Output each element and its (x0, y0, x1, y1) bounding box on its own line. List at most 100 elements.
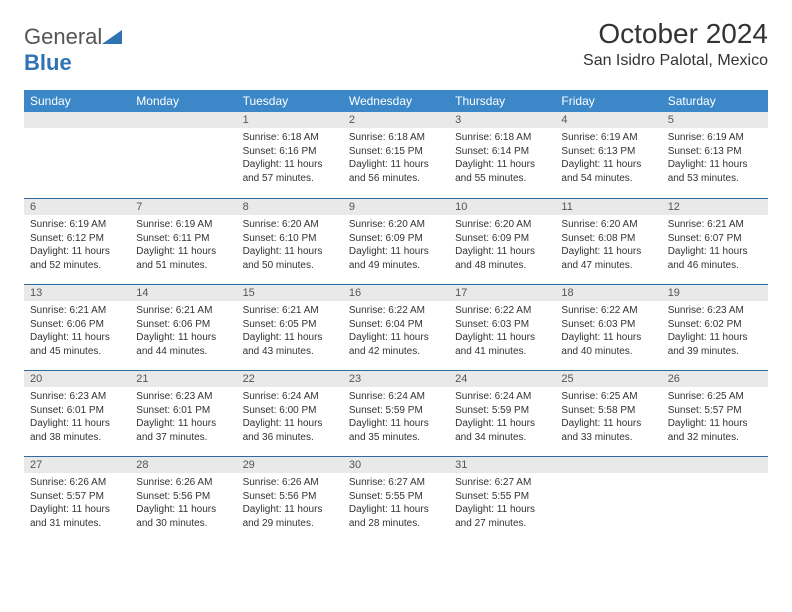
day-cell: 10Sunrise: 6:20 AMSunset: 6:09 PMDayligh… (449, 198, 555, 284)
day-cell: 21Sunrise: 6:23 AMSunset: 6:01 PMDayligh… (130, 370, 236, 456)
day-details: Sunrise: 6:27 AMSunset: 5:55 PMDaylight:… (343, 473, 449, 534)
day-details: Sunrise: 6:22 AMSunset: 6:03 PMDaylight:… (449, 301, 555, 362)
day-number: 18 (555, 284, 661, 301)
day-number: 2 (343, 112, 449, 128)
day-cell: 13Sunrise: 6:21 AMSunset: 6:06 PMDayligh… (24, 284, 130, 370)
day-number: 10 (449, 198, 555, 215)
day-cell: 24Sunrise: 6:24 AMSunset: 5:59 PMDayligh… (449, 370, 555, 456)
day-number: 14 (130, 284, 236, 301)
logo-text-gray: General (24, 24, 102, 49)
day-details: Sunrise: 6:21 AMSunset: 6:06 PMDaylight:… (130, 301, 236, 362)
location: San Isidro Palotal, Mexico (583, 52, 768, 70)
day-cell: 12Sunrise: 6:21 AMSunset: 6:07 PMDayligh… (662, 198, 768, 284)
day-cell: 11Sunrise: 6:20 AMSunset: 6:08 PMDayligh… (555, 198, 661, 284)
day-cell: 16Sunrise: 6:22 AMSunset: 6:04 PMDayligh… (343, 284, 449, 370)
day-number: 27 (24, 456, 130, 473)
day-details: Sunrise: 6:25 AMSunset: 5:57 PMDaylight:… (662, 387, 768, 448)
day-details: Sunrise: 6:22 AMSunset: 6:04 PMDaylight:… (343, 301, 449, 362)
day-number: 4 (555, 112, 661, 128)
header: General Blue October 2024 San Isidro Pal… (24, 18, 768, 76)
empty-cell (662, 456, 768, 542)
day-cell: 19Sunrise: 6:23 AMSunset: 6:02 PMDayligh… (662, 284, 768, 370)
calendar-row: 20Sunrise: 6:23 AMSunset: 6:01 PMDayligh… (24, 370, 768, 456)
day-cell: 28Sunrise: 6:26 AMSunset: 5:56 PMDayligh… (130, 456, 236, 542)
day-cell: 9Sunrise: 6:20 AMSunset: 6:09 PMDaylight… (343, 198, 449, 284)
weekday-header: Sunday (24, 90, 130, 112)
day-details: Sunrise: 6:19 AMSunset: 6:12 PMDaylight:… (24, 215, 130, 276)
day-details: Sunrise: 6:23 AMSunset: 6:01 PMDaylight:… (24, 387, 130, 448)
day-details: Sunrise: 6:24 AMSunset: 6:00 PMDaylight:… (237, 387, 343, 448)
weekday-header: Tuesday (237, 90, 343, 112)
calendar-head: SundayMondayTuesdayWednesdayThursdayFrid… (24, 90, 768, 112)
weekday-header: Thursday (449, 90, 555, 112)
day-details: Sunrise: 6:26 AMSunset: 5:56 PMDaylight:… (130, 473, 236, 534)
day-number: 7 (130, 198, 236, 215)
day-details: Sunrise: 6:21 AMSunset: 6:07 PMDaylight:… (662, 215, 768, 276)
day-cell: 6Sunrise: 6:19 AMSunset: 6:12 PMDaylight… (24, 198, 130, 284)
weekday-header: Friday (555, 90, 661, 112)
day-number: 23 (343, 370, 449, 387)
day-details: Sunrise: 6:19 AMSunset: 6:13 PMDaylight:… (555, 128, 661, 189)
day-details: Sunrise: 6:18 AMSunset: 6:15 PMDaylight:… (343, 128, 449, 189)
day-cell: 31Sunrise: 6:27 AMSunset: 5:55 PMDayligh… (449, 456, 555, 542)
day-number (24, 112, 130, 128)
day-number: 20 (24, 370, 130, 387)
day-details: Sunrise: 6:23 AMSunset: 6:01 PMDaylight:… (130, 387, 236, 448)
day-cell: 26Sunrise: 6:25 AMSunset: 5:57 PMDayligh… (662, 370, 768, 456)
day-number: 17 (449, 284, 555, 301)
empty-cell (24, 112, 130, 198)
day-details: Sunrise: 6:26 AMSunset: 5:56 PMDaylight:… (237, 473, 343, 534)
day-cell: 15Sunrise: 6:21 AMSunset: 6:05 PMDayligh… (237, 284, 343, 370)
day-number: 16 (343, 284, 449, 301)
day-details: Sunrise: 6:20 AMSunset: 6:10 PMDaylight:… (237, 215, 343, 276)
day-number: 6 (24, 198, 130, 215)
day-number: 28 (130, 456, 236, 473)
day-number: 25 (555, 370, 661, 387)
day-number: 13 (24, 284, 130, 301)
day-details: Sunrise: 6:18 AMSunset: 6:14 PMDaylight:… (449, 128, 555, 189)
day-number: 11 (555, 198, 661, 215)
day-details: Sunrise: 6:24 AMSunset: 5:59 PMDaylight:… (343, 387, 449, 448)
day-number: 5 (662, 112, 768, 128)
day-details: Sunrise: 6:19 AMSunset: 6:11 PMDaylight:… (130, 215, 236, 276)
day-number: 31 (449, 456, 555, 473)
day-number: 9 (343, 198, 449, 215)
weekday-row: SundayMondayTuesdayWednesdayThursdayFrid… (24, 90, 768, 112)
day-details: Sunrise: 6:27 AMSunset: 5:55 PMDaylight:… (449, 473, 555, 534)
calendar-body: 1Sunrise: 6:18 AMSunset: 6:16 PMDaylight… (24, 112, 768, 542)
day-number: 30 (343, 456, 449, 473)
month-title: October 2024 (583, 18, 768, 50)
day-number (662, 456, 768, 473)
day-number: 12 (662, 198, 768, 215)
day-number: 21 (130, 370, 236, 387)
day-details: Sunrise: 6:20 AMSunset: 6:09 PMDaylight:… (449, 215, 555, 276)
day-cell: 1Sunrise: 6:18 AMSunset: 6:16 PMDaylight… (237, 112, 343, 198)
logo-text: General Blue (24, 24, 122, 76)
day-details: Sunrise: 6:20 AMSunset: 6:08 PMDaylight:… (555, 215, 661, 276)
title-block: October 2024 San Isidro Palotal, Mexico (583, 18, 768, 70)
logo-text-blue: Blue (24, 50, 72, 75)
day-details: Sunrise: 6:25 AMSunset: 5:58 PMDaylight:… (555, 387, 661, 448)
day-cell: 4Sunrise: 6:19 AMSunset: 6:13 PMDaylight… (555, 112, 661, 198)
day-number: 1 (237, 112, 343, 128)
calendar-row: 27Sunrise: 6:26 AMSunset: 5:57 PMDayligh… (24, 456, 768, 542)
logo: General Blue (24, 18, 122, 76)
day-details: Sunrise: 6:19 AMSunset: 6:13 PMDaylight:… (662, 128, 768, 189)
day-number: 26 (662, 370, 768, 387)
day-number: 22 (237, 370, 343, 387)
day-number: 24 (449, 370, 555, 387)
day-number (555, 456, 661, 473)
day-details: Sunrise: 6:26 AMSunset: 5:57 PMDaylight:… (24, 473, 130, 534)
day-cell: 20Sunrise: 6:23 AMSunset: 6:01 PMDayligh… (24, 370, 130, 456)
day-cell: 5Sunrise: 6:19 AMSunset: 6:13 PMDaylight… (662, 112, 768, 198)
day-cell: 18Sunrise: 6:22 AMSunset: 6:03 PMDayligh… (555, 284, 661, 370)
day-number: 8 (237, 198, 343, 215)
weekday-header: Wednesday (343, 90, 449, 112)
empty-cell (555, 456, 661, 542)
day-details: Sunrise: 6:21 AMSunset: 6:06 PMDaylight:… (24, 301, 130, 362)
day-cell: 2Sunrise: 6:18 AMSunset: 6:15 PMDaylight… (343, 112, 449, 198)
day-details: Sunrise: 6:22 AMSunset: 6:03 PMDaylight:… (555, 301, 661, 362)
weekday-header: Monday (130, 90, 236, 112)
calendar-row: 13Sunrise: 6:21 AMSunset: 6:06 PMDayligh… (24, 284, 768, 370)
logo-triangle-icon (102, 24, 122, 50)
